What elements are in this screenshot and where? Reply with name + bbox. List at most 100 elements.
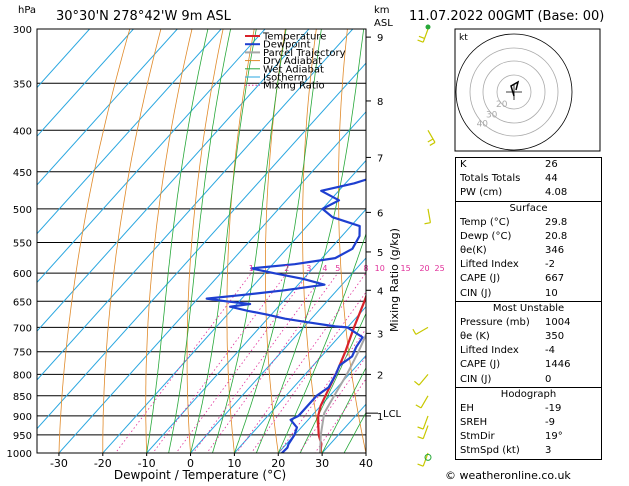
wind-barb-flag [417,39,424,43]
mixing-ratio-label: 3 [306,264,311,273]
km-tick-label: 7 [377,153,383,164]
mixing-ratio-label: 2 [284,264,289,273]
pressure-tick-label: 400 [13,126,32,137]
hodograph-ring [482,60,546,124]
most-unstable-row-label: Pressure (mb) [460,316,530,328]
isotherm-line [37,29,135,137]
hodograph-row: SREH -9 [456,416,601,430]
asl-unit-label: ASL [374,18,393,29]
temperature-tick-label: -30 [50,457,68,470]
most-unstable-row-value: 0 [545,373,552,385]
pressure-tick-label: 650 [13,297,32,308]
most-unstable-row-label: θe (K) [460,331,490,343]
wind-barb-flag [427,138,434,143]
temperature-tick-label: 20 [271,457,285,470]
wind-barb [415,326,429,335]
legend-entry: Wet Adiabat [263,64,324,75]
surface-row-value: 346 [545,245,565,257]
hodograph-ring [455,33,573,151]
surface-row-value: -2 [545,259,555,271]
wind-barb [427,130,436,143]
index-row-value: 44 [545,173,558,185]
temperature-tick-label: 0 [187,457,194,470]
dry-adiabat-line [407,5,459,471]
most-unstable-title: Most Unstable [492,302,565,314]
hodograph-row-value: 19° [545,431,563,443]
wind-barb-flag [412,328,417,335]
pressure-tick-label: 500 [13,205,32,216]
dewpoint-line [205,178,366,453]
isotherm-line [145,208,366,453]
km-tick-label: 1 [377,412,383,423]
temperature-tick-label: -20 [94,457,112,470]
mixing-ratio-line [152,272,288,453]
isotherm-line [37,29,91,89]
legend-entry: Dry Adiabat [263,56,322,67]
hodograph-row-value: -9 [545,417,555,429]
surface-row-label: CIN (J) [460,287,492,299]
wet-adiabat-line [255,29,365,453]
surface-row: CIN (J) 10 [456,287,601,301]
mixing-ratio-line [114,272,252,453]
hodograph-row-label: EH [460,402,474,414]
hodograph-row: EH -19 [456,402,601,416]
hpa-unit-label: hPa [18,5,36,16]
isotherm-line [37,62,366,430]
wet-adiabat-line [234,29,322,453]
legend-entry: Temperature [262,32,326,43]
lcl-label: LCL [383,409,402,420]
storm-motion-marker [506,84,522,100]
temperature-tick-label: 10 [227,457,241,470]
most-unstable-row-value: -4 [545,345,555,357]
wind-barb-flag [414,380,420,386]
hodograph-row-label: SREH [460,417,488,429]
surface-title: Surface [509,202,548,214]
isotherm-line [37,29,179,186]
dry-adiabat-line [338,29,366,453]
temperature-line [317,293,366,453]
mixing-ratio-label: 25 [435,264,445,273]
index-row-value: 4.08 [545,187,568,199]
km-tick-label: 8 [377,97,383,108]
wind-barb-flag [418,35,425,39]
surface-row-value: 20.8 [545,230,568,242]
most-unstable-row-label: Lifted Index [460,345,519,357]
pressure-tick-label: 300 [13,25,32,36]
km-tick-label: 9 [377,33,383,44]
most-unstable-row: CAPE (J) 1446 [456,358,601,372]
wind-barb [422,28,429,43]
index-row: PW (cm) 4.08 [456,186,601,200]
km-tick-label: 5 [377,248,383,259]
isotherm-line [233,306,366,453]
dry-adiabat-line [265,29,286,453]
mixing-ratio-line [250,291,366,453]
indices-panel: K 26 Totals Totals 44 PW (cm) 4.08 Surface Te… [455,157,602,460]
most-unstable-row-label: CIN (J) [460,373,492,385]
location-title: 30°30'N 278°42'W 9m ASL [56,9,232,24]
surface-row: CAPE (J) 667 [456,272,601,286]
most-unstable-row: Lifted Index -4 [456,344,601,358]
index-row: K 26 [456,158,601,172]
wind-barb [422,415,429,430]
wind-barb [418,374,429,386]
most-unstable-row-value: 1446 [545,359,571,371]
wind-barb-flag [429,141,436,146]
pressure-tick-label: 1000 [7,449,32,460]
hodograph-row-label: StmSpd (kt) [460,445,520,457]
surface-row: Temp (°C) 29.8 [456,216,601,230]
most-unstable-row: CIN (J) 0 [456,373,601,387]
hodograph-trace [510,80,520,97]
most-unstable-row-value: 350 [545,331,565,343]
pressure-tick-label: 350 [13,79,32,90]
isotherm-line [102,159,366,453]
mixing-ratio-axis-label: Mixing Ratio (g/kg) [388,228,401,332]
isotherm-line [37,29,354,381]
wet-adiabat-line [299,312,366,453]
footer-credit: © weatheronline.co.uk [445,469,571,482]
mixing-ratio-line [175,272,310,453]
dry-adiabat-line [58,29,131,453]
hodograph-row-label: StmDir [460,431,495,443]
wind-barb-flag [424,222,431,225]
